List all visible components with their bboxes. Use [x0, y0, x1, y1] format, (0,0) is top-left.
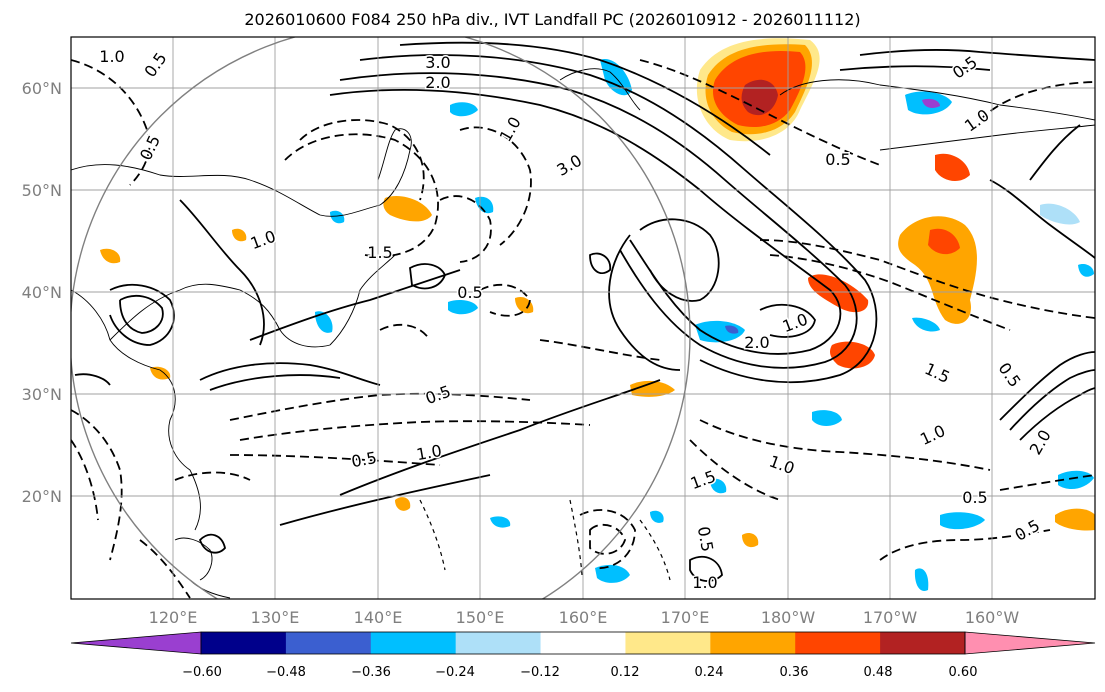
- contour-label: 1.0: [99, 47, 124, 66]
- contour-label: 2.0: [425, 73, 450, 92]
- colorbar-bin: [540, 632, 626, 654]
- contour-label: 0.5: [825, 150, 850, 169]
- lon-label: 140°E: [354, 608, 403, 627]
- colorbar-tick-label: 0.12: [611, 665, 640, 680]
- contour-label: 0.5: [962, 488, 987, 507]
- positive-shade-patch: [630, 380, 675, 397]
- negative-shade-patch: [330, 210, 345, 224]
- negative-shade-patch: [448, 300, 478, 315]
- contour-label: 0.5: [457, 283, 482, 302]
- negative-shade-patch: [725, 325, 739, 334]
- colorbar-tick-label: 0.36: [780, 665, 809, 680]
- colorbar-bin: [880, 632, 966, 654]
- negative-shade-patch: [490, 516, 511, 528]
- lon-label: 170°W: [863, 608, 918, 627]
- negative-shade-patch: [914, 568, 929, 591]
- lat-label: 20°N: [22, 487, 62, 506]
- colorbar-tick-label: 0.60: [949, 665, 978, 680]
- colorbar-tick-label: −0.48: [266, 665, 306, 680]
- positive-shade-patch: [100, 248, 121, 264]
- lat-label: 50°N: [22, 181, 62, 200]
- negative-shade-patch: [812, 410, 842, 426]
- positive-shade-patch: [232, 228, 247, 242]
- contour-label: 3.0: [425, 53, 450, 72]
- positive-shade-patch: [515, 296, 534, 314]
- colorbar-extend-min: [70, 631, 202, 655]
- colorbar-tick-label: −0.36: [351, 665, 391, 680]
- positive-shade-patch: [830, 341, 875, 369]
- lon-label: 120°E: [149, 608, 198, 627]
- colorbar-bin: [370, 632, 457, 654]
- negative-shade-patch: [1058, 470, 1094, 490]
- coastlines: [71, 68, 1095, 599]
- colorbar-ticks: −0.60 −0.48 −0.36 −0.24 −0.12 0.12 0.24 …: [182, 665, 977, 680]
- positive-shade-patch: [1055, 508, 1095, 531]
- lon-label: 130°E: [251, 608, 300, 627]
- lat-label: 40°N: [22, 283, 62, 302]
- colorbar-tick-label: −0.24: [435, 665, 475, 680]
- colorbar-tick-label: −0.60: [182, 665, 222, 680]
- negative-shade-patch: [1040, 203, 1080, 225]
- lat-label: 60°N: [22, 79, 62, 98]
- thin-dashed-contours: [419, 499, 671, 581]
- negative-shade-patch: [600, 59, 632, 96]
- negative-shade-patch: [650, 510, 664, 523]
- negative-shade-patch: [912, 317, 940, 332]
- colorbar-bin: [795, 632, 881, 654]
- range-circle: [71, 37, 691, 599]
- contour-label: 1.0: [692, 573, 717, 592]
- longitude-axis: 120°E 130°E 140°E 150°E 160°E 170°E 180°…: [149, 608, 1020, 627]
- dashed-contours: [71, 59, 1095, 599]
- shading-layer: [100, 38, 1095, 591]
- colorbar: [70, 631, 1096, 655]
- colorbar-tick-label: −0.12: [520, 665, 560, 680]
- negative-shade-patch: [595, 564, 630, 583]
- negative-shade-patch: [940, 512, 985, 530]
- positive-shade-patch: [935, 153, 970, 182]
- graticule: [71, 37, 1095, 599]
- positive-shade-patch: [383, 195, 432, 222]
- colorbar-bin: [710, 632, 796, 654]
- latitude-axis: 60°N 50°N 40°N 30°N 20°N: [22, 79, 62, 506]
- lon-label: 150°E: [456, 608, 505, 627]
- map-title: 2026010600 F084 250 hPa div., IVT Landfa…: [244, 10, 861, 29]
- plot-border: [70, 36, 1096, 600]
- positive-shade-patch: [742, 533, 759, 548]
- contour-label: 1.5: [367, 243, 392, 262]
- contour-label: 2.0: [744, 333, 769, 352]
- colorbar-tick-label: 0.24: [695, 665, 724, 680]
- negative-shade-patch: [710, 478, 727, 494]
- colorbar-bin: [455, 632, 542, 654]
- contour-label: 1.0: [415, 441, 443, 464]
- lon-label: 170°E: [661, 608, 710, 627]
- lon-label: 160°W: [965, 608, 1020, 627]
- negative-shade-patch: [922, 98, 940, 108]
- colorbar-bin: [201, 632, 287, 654]
- positive-shade-patch: [150, 366, 171, 380]
- negative-shade-patch: [450, 102, 478, 117]
- positive-shade-patch: [928, 228, 960, 255]
- colorbar-bin: [625, 632, 711, 654]
- colorbar-extend-max: [964, 631, 1096, 655]
- contour-lines: [74, 41, 1095, 582]
- negative-shade-patch: [1078, 264, 1094, 277]
- lon-label: 160°E: [559, 608, 608, 627]
- colorbar-bin: [285, 632, 372, 654]
- contour-label: 0.5: [694, 525, 717, 553]
- lon-label: 180°W: [761, 608, 816, 627]
- negative-shade-patch: [315, 311, 333, 333]
- positive-shade-patch: [395, 497, 411, 511]
- colorbar-tick-label: 0.48: [864, 665, 893, 680]
- colorbar-outline: [200, 631, 966, 655]
- lat-label: 30°N: [22, 385, 62, 404]
